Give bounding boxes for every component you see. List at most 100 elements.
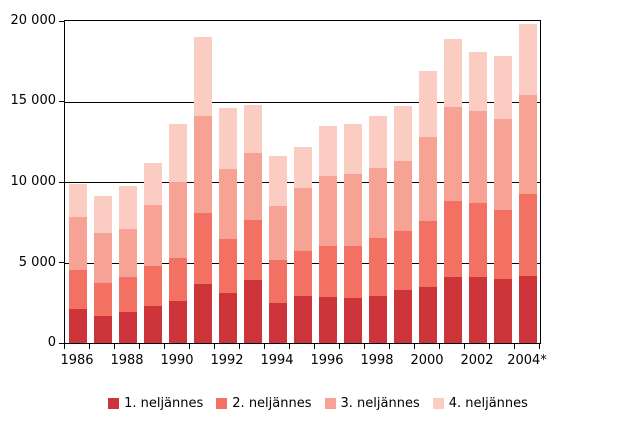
bar-1989 bbox=[143, 21, 162, 343]
bar-segment bbox=[368, 168, 387, 238]
bar-segment bbox=[193, 116, 212, 213]
bar-segment bbox=[68, 217, 87, 270]
x-tick bbox=[239, 344, 240, 349]
x-axis-label-1996: 1996 bbox=[310, 353, 344, 368]
y-tick bbox=[59, 101, 65, 102]
x-axis-label-2004: 2004* bbox=[507, 353, 547, 368]
bar-segment bbox=[168, 258, 187, 301]
bar-segment bbox=[293, 296, 312, 343]
bar-segment bbox=[218, 169, 237, 239]
bar-segment bbox=[468, 203, 487, 277]
bar-segment bbox=[168, 301, 187, 343]
x-tick bbox=[139, 344, 140, 349]
x-tick bbox=[214, 344, 215, 349]
bar-segment bbox=[143, 205, 162, 266]
bar-segment bbox=[93, 196, 112, 233]
bar-segment bbox=[93, 316, 112, 343]
bar-segment bbox=[393, 231, 412, 290]
bar-segment bbox=[418, 71, 437, 137]
x-tick bbox=[414, 344, 415, 349]
bar-1990 bbox=[168, 21, 187, 343]
bar-segment bbox=[168, 182, 187, 258]
bar-2001 bbox=[443, 21, 462, 343]
legend-label-q4: 4. neljännes bbox=[448, 395, 528, 411]
bar-segment bbox=[93, 233, 112, 283]
x-axis-label-1988: 1988 bbox=[110, 353, 144, 368]
bar-segment bbox=[293, 147, 312, 188]
x-tick bbox=[364, 344, 365, 349]
bar-segment bbox=[68, 270, 87, 309]
bar-segment bbox=[243, 220, 262, 280]
bar-segment bbox=[193, 213, 212, 284]
y-axis-label-0: 0 bbox=[47, 335, 56, 350]
bar-segment bbox=[518, 194, 537, 276]
x-tick bbox=[489, 344, 490, 349]
x-tick bbox=[264, 344, 265, 349]
bar-1997 bbox=[343, 21, 362, 343]
bar-segment bbox=[343, 246, 362, 298]
legend-swatch-q2 bbox=[216, 397, 228, 409]
bar-segment bbox=[368, 238, 387, 296]
x-axis-label-2000: 2000 bbox=[410, 353, 444, 368]
bar-segment bbox=[118, 312, 137, 343]
bar-segment bbox=[468, 111, 487, 203]
bar-segment bbox=[518, 276, 537, 343]
legend-swatch-q4 bbox=[432, 397, 444, 409]
legend-label-q3: 3. neljännes bbox=[340, 395, 420, 411]
x-axis-label-1992: 1992 bbox=[210, 353, 244, 368]
bar-segment bbox=[243, 105, 262, 153]
bar-1996 bbox=[318, 21, 337, 343]
x-tick bbox=[514, 344, 515, 349]
bar-segment bbox=[368, 116, 387, 168]
legend-item-q4: 4. neljännes bbox=[432, 395, 528, 411]
legend-item-q1: 1. neljännes bbox=[108, 396, 203, 411]
bar-segment bbox=[443, 39, 462, 107]
bar-segment bbox=[443, 277, 462, 343]
bar-2003 bbox=[493, 21, 512, 343]
bar-segment bbox=[493, 279, 512, 343]
bar-segment bbox=[218, 293, 237, 343]
bar-segment bbox=[68, 184, 87, 217]
gridline-15000 bbox=[65, 102, 540, 103]
bar-segment bbox=[418, 287, 437, 343]
bar-segment bbox=[368, 296, 387, 343]
bar-1995 bbox=[293, 21, 312, 343]
bar-segment bbox=[393, 161, 412, 231]
x-tick bbox=[389, 344, 390, 349]
bar-segment bbox=[343, 124, 362, 174]
x-tick bbox=[439, 344, 440, 349]
bar-segment bbox=[493, 56, 512, 119]
y-axis-label-10000: 10 000 bbox=[10, 174, 57, 189]
bar-1993 bbox=[243, 21, 262, 343]
legend-item-q2: 2. neljännes bbox=[216, 395, 312, 411]
bar-segment bbox=[143, 266, 162, 306]
x-tick bbox=[314, 344, 315, 349]
bar-2000 bbox=[418, 21, 437, 343]
bar-1991 bbox=[193, 21, 212, 343]
bar-segment bbox=[118, 229, 137, 277]
x-tick bbox=[114, 344, 115, 349]
legend-label-q2: 2. neljännes bbox=[232, 395, 312, 411]
bar-segment bbox=[493, 119, 512, 210]
bar-1992 bbox=[218, 21, 237, 343]
bar-segment bbox=[293, 251, 312, 296]
bar-segment bbox=[93, 283, 112, 316]
bar-segment bbox=[143, 306, 162, 343]
bar-segment bbox=[518, 24, 537, 95]
legend-label-q1: 1. neljännes bbox=[124, 395, 204, 411]
x-tick bbox=[539, 344, 540, 349]
x-tick bbox=[89, 344, 90, 349]
bar-segment bbox=[193, 37, 212, 116]
y-axis-label-20000: 20 000 bbox=[10, 13, 57, 28]
bar-segment bbox=[318, 297, 337, 343]
y-tick bbox=[59, 21, 65, 22]
x-axis-label-1994: 1994 bbox=[260, 353, 294, 368]
bar-segment bbox=[443, 201, 462, 277]
legend-item-q3: 3. neljännes bbox=[324, 395, 420, 411]
bar-segment bbox=[218, 108, 237, 169]
x-tick bbox=[189, 344, 190, 349]
bar-1986 bbox=[68, 21, 87, 343]
y-tick bbox=[59, 262, 65, 263]
bar-segment bbox=[393, 290, 412, 343]
